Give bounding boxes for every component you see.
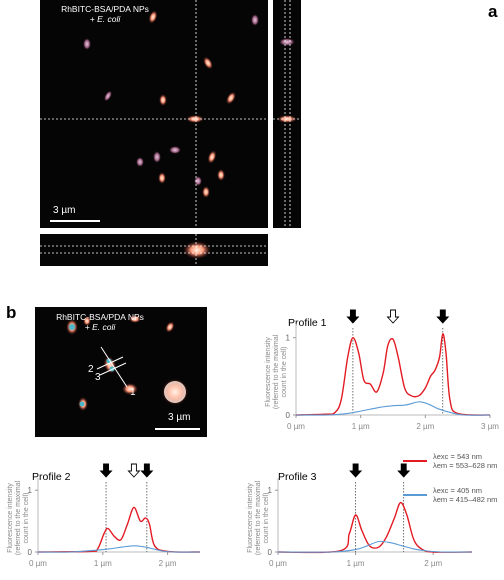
profile-3-solid-arrow-icon (349, 463, 363, 478)
profile-1-ylabel-3: count in the cell) (281, 347, 288, 398)
legend-red-exc: λexc = 543 nm (433, 452, 482, 461)
profile-1-ytick-label: 1 (286, 334, 291, 343)
profile-3-solid-arrow-icon (397, 463, 411, 478)
panel-a-scalebar (50, 220, 100, 222)
legend: λexc = 543 nm λem = 553–628 nm λexc = 40… (403, 452, 504, 508)
panel-a-side-view (273, 0, 301, 228)
profile-3-chart: Profile 3 Fluorescence intensity (referred… (247, 463, 473, 568)
profile-3-title: Profile 3 (278, 471, 317, 483)
profile-3-xtick-label: 0 µm (269, 559, 287, 568)
legend-blue-exc: λexc = 405 nm (433, 486, 482, 495)
profile-2-xtick-label: 2 µm (159, 559, 177, 568)
profile-2-solid-arrow-icon (99, 463, 113, 478)
profile-3-ylabel-3: count in the cell) (263, 493, 270, 544)
profile-1-ylabel-2: (referred to the maximal (273, 334, 280, 409)
profile-marker-3: 3 (95, 372, 101, 383)
profile-2-ylabel-2: (referred to the maximal (15, 480, 22, 555)
panel-b-letter: b (6, 303, 17, 322)
panel-b-image: 2 3 1 RhBITC-BSA/PDA NPs + E. coli 3 µm (35, 307, 207, 437)
panel-a-label: RhBITC-BSA/PDA NPs + E. coli (40, 4, 170, 24)
profile-2-title: Profile 2 (32, 471, 71, 483)
profile-1-xtick-label: 3 µm (481, 422, 499, 431)
panel-a-letter: a (488, 2, 498, 21)
panel-a-label-line2: + E. coli (89, 14, 121, 24)
panel-a-label-line1: RhBITC-BSA/PDA NPs (61, 4, 149, 14)
profile-2-hollow-arrow-icon (127, 463, 141, 478)
panel-a-main-image: RhBITC-BSA/PDA NPs + E. coli 3 µm (40, 0, 268, 228)
panel-b-cells: 2 3 1 (66, 315, 189, 411)
profile-1-solid-arrow-icon (436, 309, 450, 324)
profile-2-series-red (37, 506, 201, 553)
legend-item-red: λexc = 543 nm λem = 553–628 nm (403, 452, 504, 474)
panel-b-scalebar (155, 428, 200, 430)
profile-1-xtick-label: 1 µm (352, 422, 370, 431)
profile-3-ylabel-2: (referred to the maximal (255, 480, 262, 555)
profile-2-series-blue (37, 545, 201, 553)
panel-b-label-line1: RhBITC-BSA/PDA NPs (56, 312, 144, 322)
legend-blue-em: λem = 415–482 nm (433, 495, 498, 504)
profile-3-xtick-label: 2 µm (424, 559, 442, 568)
profile-1-hollow-arrow-icon (386, 309, 400, 324)
profile-2-ytick-label: 1 (28, 486, 33, 495)
legend-item-blue: λexc = 405 nm λem = 415–482 nm (403, 486, 504, 508)
profile-2-solid-arrow-icon (140, 463, 154, 478)
legend-swatch-red (403, 460, 427, 462)
profile-1-ylabel-1: Fluorescence intensity (265, 337, 272, 407)
profile-1-xtick-label: 2 µm (416, 422, 434, 431)
profile-marker-2: 2 (88, 364, 94, 375)
profile-2-ylabel-3: count in the cell) (23, 493, 30, 544)
profile-3-ytick-label: 0 (268, 548, 273, 557)
profile-1-series-red (295, 333, 491, 416)
profile-1-ytick-label: 0 (286, 411, 291, 420)
panel-b-scale-label: 3 µm (168, 412, 191, 423)
profile-2-ylabel: Fluorescence intensity (referred to the m… (7, 480, 30, 555)
profile-1-series-blue (295, 401, 491, 416)
panel-a-cells (40, 0, 268, 228)
profile-3-ylabel-1: Fluorescence intensity (247, 483, 254, 553)
profile-1-xtick-label: 0 µm (287, 422, 305, 431)
profile-2-xtick-label: 1 µm (94, 559, 112, 568)
profile-1-ylabel: Fluorescence intensity (referred to the m… (265, 334, 288, 409)
profile-2-xtick-label: 0 µm (29, 559, 47, 568)
legend-red-em: λem = 553–628 nm (433, 461, 498, 470)
profile-1-title: Profile 1 (288, 317, 327, 329)
legend-swatch-blue (403, 494, 427, 496)
panel-a-bottom-view (40, 234, 268, 266)
panel-b-label-line2: + E. coli (84, 322, 116, 332)
panel-a-scale-label: 3 µm (53, 205, 76, 216)
profile-marker-1: 1 (130, 387, 136, 398)
profile-2-ytick-label: 0 (28, 548, 33, 557)
profile-3-xtick-label: 1 µm (347, 559, 365, 568)
profile-3-ytick-label: 1 (268, 486, 273, 495)
panel-b-label: RhBITC-BSA/PDA NPs + E. coli (40, 312, 160, 332)
profile-3-series-red (277, 501, 473, 554)
profile-3-series-blue (277, 540, 473, 553)
profile-2-ylabel-1: Fluorescence intensity (7, 483, 14, 553)
bacteria-group (83, 10, 259, 198)
profile-1-solid-arrow-icon (346, 309, 360, 324)
profile-3-ylabel: Fluorescence intensity (referred to the m… (247, 480, 270, 555)
